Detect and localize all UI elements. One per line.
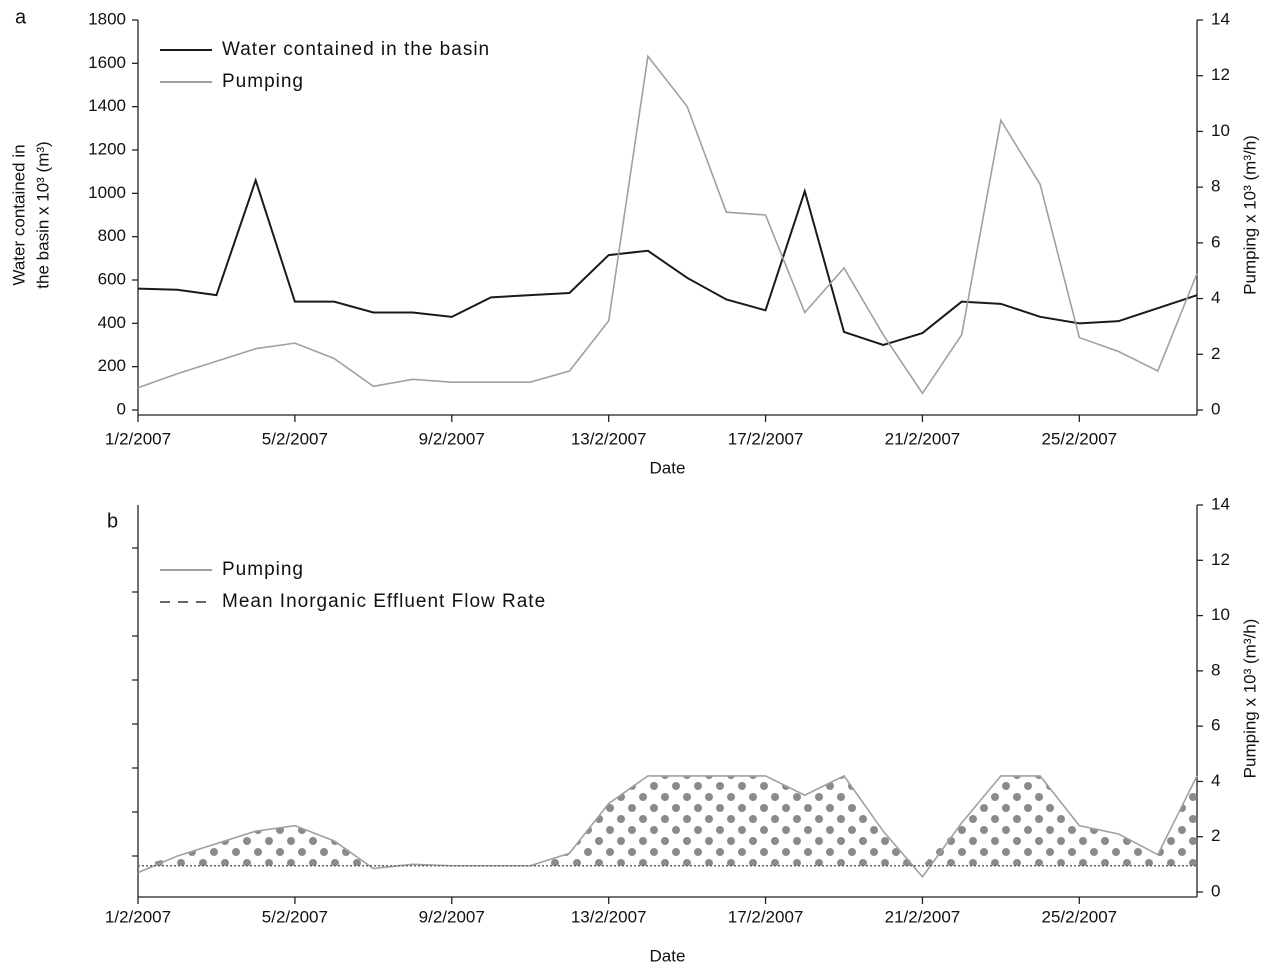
y-axis-title: the basin x 10³ (m³) xyxy=(33,141,52,288)
y2-tick-label: 6 xyxy=(1211,232,1220,251)
x-tick-label: 5/2/2007 xyxy=(262,907,328,926)
y-tick-label: 400 xyxy=(98,313,126,332)
x-tick-label: 17/2/2007 xyxy=(728,907,804,926)
excess-area xyxy=(138,775,1197,866)
x-tick-label: 25/2/2007 xyxy=(1042,907,1118,926)
x-tick-label: 21/2/2007 xyxy=(885,907,961,926)
series-line xyxy=(137,54,1198,395)
x-tick-label: 5/2/2007 xyxy=(262,429,328,448)
panel-label: a xyxy=(15,6,27,28)
y2-axis-title: Pumping x 10³ (m³/h) xyxy=(1240,135,1259,295)
left-minor-ticks xyxy=(132,547,138,857)
y2-tick-label: 2 xyxy=(1211,826,1220,845)
y-tick-label: 1800 xyxy=(88,9,126,28)
y2-tick-label: 4 xyxy=(1211,771,1220,790)
y2-tick-label: 4 xyxy=(1211,288,1220,307)
y2-tick-label: 8 xyxy=(1211,177,1220,196)
x-tick-label: 13/2/2007 xyxy=(571,429,647,448)
x-axis-title: Date xyxy=(650,946,686,965)
y-axis-title: Water contained in xyxy=(9,144,28,285)
panel-label: b xyxy=(107,510,118,532)
legend-label: Pumping xyxy=(222,71,304,92)
y-tick-label: 800 xyxy=(98,226,126,245)
x-tick-label: 1/2/2007 xyxy=(105,429,171,448)
y-tick-label: 1200 xyxy=(88,139,126,158)
y2-tick-label: 0 xyxy=(1211,881,1220,900)
y2-tick-label: 8 xyxy=(1211,660,1220,679)
x-tick-label: 17/2/2007 xyxy=(728,429,804,448)
x-tick-label: 1/2/2007 xyxy=(105,907,171,926)
series-line xyxy=(137,177,1198,347)
x-axis-title: Date xyxy=(650,458,686,477)
y2-tick-label: 6 xyxy=(1211,716,1220,735)
y2-tick-label: 10 xyxy=(1211,605,1230,624)
x-tick-label: 13/2/2007 xyxy=(571,907,647,926)
y-tick-label: 1000 xyxy=(88,183,126,202)
legend-label: Mean Inorganic Effluent Flow Rate xyxy=(222,591,546,612)
y2-tick-label: 10 xyxy=(1211,121,1230,140)
legend-label: Pumping xyxy=(222,559,304,580)
y2-tick-label: 14 xyxy=(1211,494,1230,513)
x-tick-label: 9/2/2007 xyxy=(419,429,485,448)
series-line xyxy=(137,774,1198,879)
x-tick-label: 25/2/2007 xyxy=(1042,429,1118,448)
y2-tick-label: 0 xyxy=(1211,399,1220,418)
legend-label: Water contained in the basin xyxy=(222,39,490,60)
y2-tick-label: 12 xyxy=(1211,65,1230,84)
y-tick-label: 1600 xyxy=(88,53,126,72)
x-tick-label: 9/2/2007 xyxy=(419,907,485,926)
y2-tick-label: 14 xyxy=(1211,9,1230,28)
y2-axis-title: Pumping x 10³ (m³/h) xyxy=(1240,619,1259,779)
y-tick-label: 0 xyxy=(117,399,126,418)
y-tick-label: 1400 xyxy=(88,96,126,115)
y-tick-label: 200 xyxy=(98,356,126,375)
x-tick-label: 21/2/2007 xyxy=(885,429,961,448)
y-tick-label: 600 xyxy=(98,269,126,288)
y2-tick-label: 12 xyxy=(1211,550,1230,569)
y2-tick-label: 2 xyxy=(1211,344,1220,363)
